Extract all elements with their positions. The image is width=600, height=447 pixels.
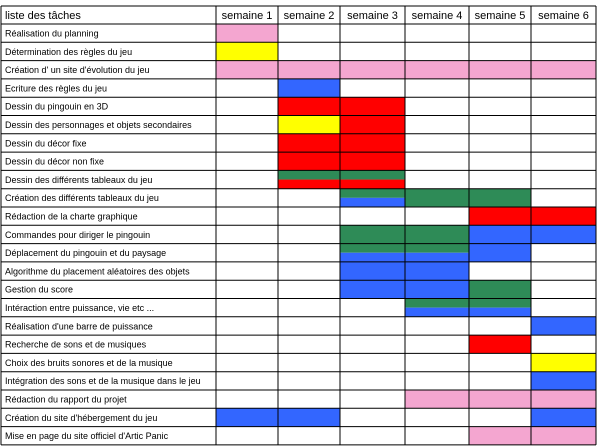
gantt-bar-pink	[216, 60, 278, 79]
gantt-bar-yellow	[531, 353, 596, 372]
task-label: Intégration des sons et de la musique da…	[5, 376, 201, 386]
task-label: Dessin du décor fixe	[5, 138, 87, 148]
gantt-bar-green	[469, 280, 531, 299]
task-label: Choix des bruits sonores et de la musiqu…	[5, 358, 173, 368]
gantt-bar-pink	[469, 390, 531, 409]
gantt-bar-blue	[340, 280, 405, 299]
gantt-bar-pink	[405, 390, 469, 409]
task-label: Gestion du score	[5, 285, 73, 295]
gantt-bar-green	[469, 298, 531, 308]
task-label: Déplacement du pingouin et du paysage	[5, 248, 166, 258]
gantt-bar-green	[340, 188, 405, 198]
gantt-bar-red	[469, 335, 531, 354]
task-label: Dessin des différents tableaux du jeu	[5, 175, 152, 185]
gantt-bar-red	[340, 152, 405, 171]
task-label: Détermination des règles du jeu	[5, 47, 132, 57]
week-header-4: semaine 4	[412, 10, 463, 22]
week-header-6: semaine 6	[538, 10, 589, 22]
gantt-bar-blue	[531, 316, 596, 336]
gantt-bar-pink	[531, 426, 596, 445]
task-label: Rédaction du rapport du projet	[5, 395, 127, 405]
task-label: Intéraction entre puissance, vie etc ...	[5, 303, 154, 313]
gantt-bar-green	[340, 170, 405, 180]
gantt-bar-blue	[340, 261, 405, 281]
gantt-bar-yellow	[278, 115, 340, 134]
gantt-bar-red	[278, 97, 340, 116]
gantt-bar-blue	[469, 243, 531, 262]
week-header-2: semaine 2	[284, 10, 335, 22]
gantt-bar-blue	[531, 408, 596, 427]
gantt-bar-red	[340, 97, 405, 116]
gantt-bar-red	[278, 152, 340, 171]
task-label: Commandes pour diriger le pingouin	[5, 230, 150, 240]
task-label: Création des différents tableaux du jeu	[5, 193, 159, 203]
task-label: Dessin des personnages et objets seconda…	[5, 120, 192, 130]
gantt-bar-pink	[278, 60, 340, 79]
gantt-bar-blue	[216, 408, 278, 427]
gantt-bar-blue	[469, 307, 531, 317]
gantt-bar-blue	[531, 371, 596, 390]
gantt-bar-pink	[531, 60, 596, 79]
task-label: Mise en page du site officiel d'Artic Pa…	[5, 431, 169, 441]
task-label: Dessin du décor non fixe	[5, 157, 104, 167]
gantt-bar-red	[340, 133, 405, 153]
task-label: Algorithme du placement aléatoires des o…	[5, 266, 190, 276]
gantt-bar-green	[405, 225, 469, 244]
gantt-bar-blue	[278, 78, 340, 98]
gantt-bar-green	[278, 170, 340, 180]
gantt-bar-red	[278, 133, 340, 153]
gantt-bar-blue	[531, 225, 596, 244]
task-label: Dessin du pingouin en 3D	[5, 102, 109, 112]
task-label: Réalisation d'une barre de puissance	[5, 321, 153, 331]
gantt-bar-green	[405, 188, 469, 207]
week-header-1: semaine 1	[222, 10, 273, 22]
gantt-bar-blue	[340, 197, 405, 207]
gantt-bar-red	[278, 179, 340, 189]
task-label: Recherche de sons et de musiques	[5, 340, 147, 350]
gantt-bar-blue	[405, 280, 469, 299]
gantt-bar-blue	[340, 252, 405, 262]
task-label: Création d' un site d'évolution du jeu	[5, 65, 150, 75]
gantt-bar-green	[340, 243, 405, 253]
gantt-bar-red	[340, 115, 405, 134]
gantt-bar-blue	[469, 225, 531, 244]
task-label: Réalisation du planning	[5, 29, 99, 39]
task-label: Création du site d'hébergement du jeu	[5, 413, 157, 423]
gantt-bar-pink	[531, 390, 596, 409]
gantt-bar-red	[531, 207, 596, 226]
week-header-5: semaine 5	[475, 10, 526, 22]
gantt-bar-green	[405, 298, 469, 308]
gantt-bar-blue	[405, 307, 469, 317]
gantt-bar-pink	[216, 24, 278, 43]
gantt-bar-pink	[469, 426, 531, 445]
gantt-bar-pink	[340, 60, 405, 79]
gantt-bar-pink	[405, 60, 469, 79]
gantt-bar-yellow	[216, 42, 278, 61]
task-label: Ecriture des règles du jeu	[5, 83, 107, 93]
gantt-bar-blue	[278, 408, 340, 427]
gantt-bar-red	[469, 207, 531, 226]
week-header-3: semaine 3	[347, 10, 398, 22]
task-label: Rédaction de la charte graphique	[5, 212, 138, 222]
gantt-bar-green	[405, 243, 469, 253]
gantt-bar-pink	[469, 60, 531, 79]
gantt-bar-red	[340, 179, 405, 189]
gantt-bar-blue	[405, 261, 469, 281]
gantt-bar-green	[340, 225, 405, 244]
gantt-bar-green	[469, 188, 531, 207]
header-label: liste des tâches	[5, 10, 81, 22]
gantt-bar-blue	[405, 252, 469, 262]
